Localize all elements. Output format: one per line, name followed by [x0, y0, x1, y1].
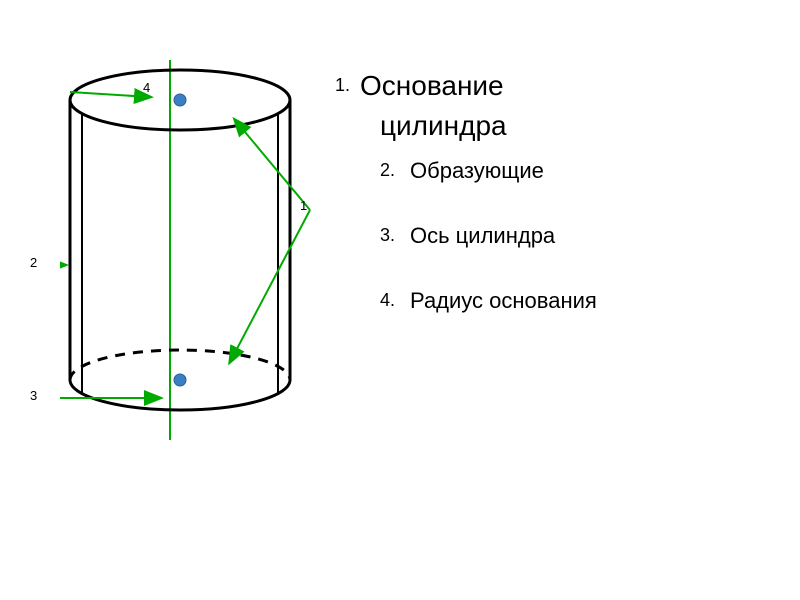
- title-number: 1.: [335, 75, 350, 96]
- label-num-3: 3: [30, 388, 37, 403]
- title-line-2: цилиндра: [380, 110, 507, 142]
- label-num-4: 4: [143, 80, 150, 95]
- radius-arrow: [70, 92, 150, 97]
- arrow-1-bottom: [230, 210, 310, 362]
- cylinder-diagram: 1 2 3 4 1. Основание цилиндра 2. Образую…: [0, 0, 800, 600]
- item2-text: Образующие: [410, 158, 544, 184]
- label-num-1: 1: [300, 198, 307, 213]
- cylinder-shape: [60, 60, 410, 510]
- label-num-2: 2: [30, 255, 37, 270]
- item3-text: Ось цилиндра: [410, 223, 555, 249]
- item2-number: 2.: [380, 160, 395, 181]
- item3-number: 3.: [380, 225, 395, 246]
- item4-text: Радиус основания: [410, 288, 597, 314]
- bottom-center-dot: [174, 374, 186, 386]
- title-line-1: Основание: [360, 70, 504, 102]
- item4-number: 4.: [380, 290, 395, 311]
- arrow-1-top: [235, 120, 310, 210]
- top-center-dot: [174, 94, 186, 106]
